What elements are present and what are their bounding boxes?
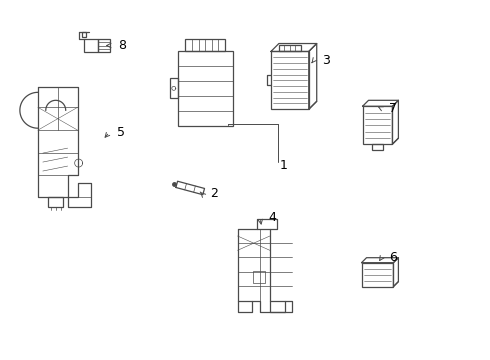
Bar xyxy=(170,78,178,98)
Bar xyxy=(178,51,233,126)
Bar xyxy=(253,271,265,283)
Bar xyxy=(48,197,63,207)
Text: 5: 5 xyxy=(118,126,125,139)
Text: 4: 4 xyxy=(268,211,276,224)
Text: 7: 7 xyxy=(390,102,397,115)
Bar xyxy=(362,263,393,287)
Text: 1: 1 xyxy=(280,158,288,172)
Bar xyxy=(279,45,301,51)
Bar xyxy=(98,39,110,52)
Bar xyxy=(363,106,392,144)
Text: 3: 3 xyxy=(322,54,330,67)
Text: 8: 8 xyxy=(119,39,126,52)
Bar xyxy=(185,39,225,51)
Bar xyxy=(271,51,309,109)
Text: 6: 6 xyxy=(390,251,397,264)
Bar xyxy=(84,39,98,52)
Bar xyxy=(82,32,86,37)
Text: 2: 2 xyxy=(210,188,218,201)
Bar xyxy=(371,144,384,150)
